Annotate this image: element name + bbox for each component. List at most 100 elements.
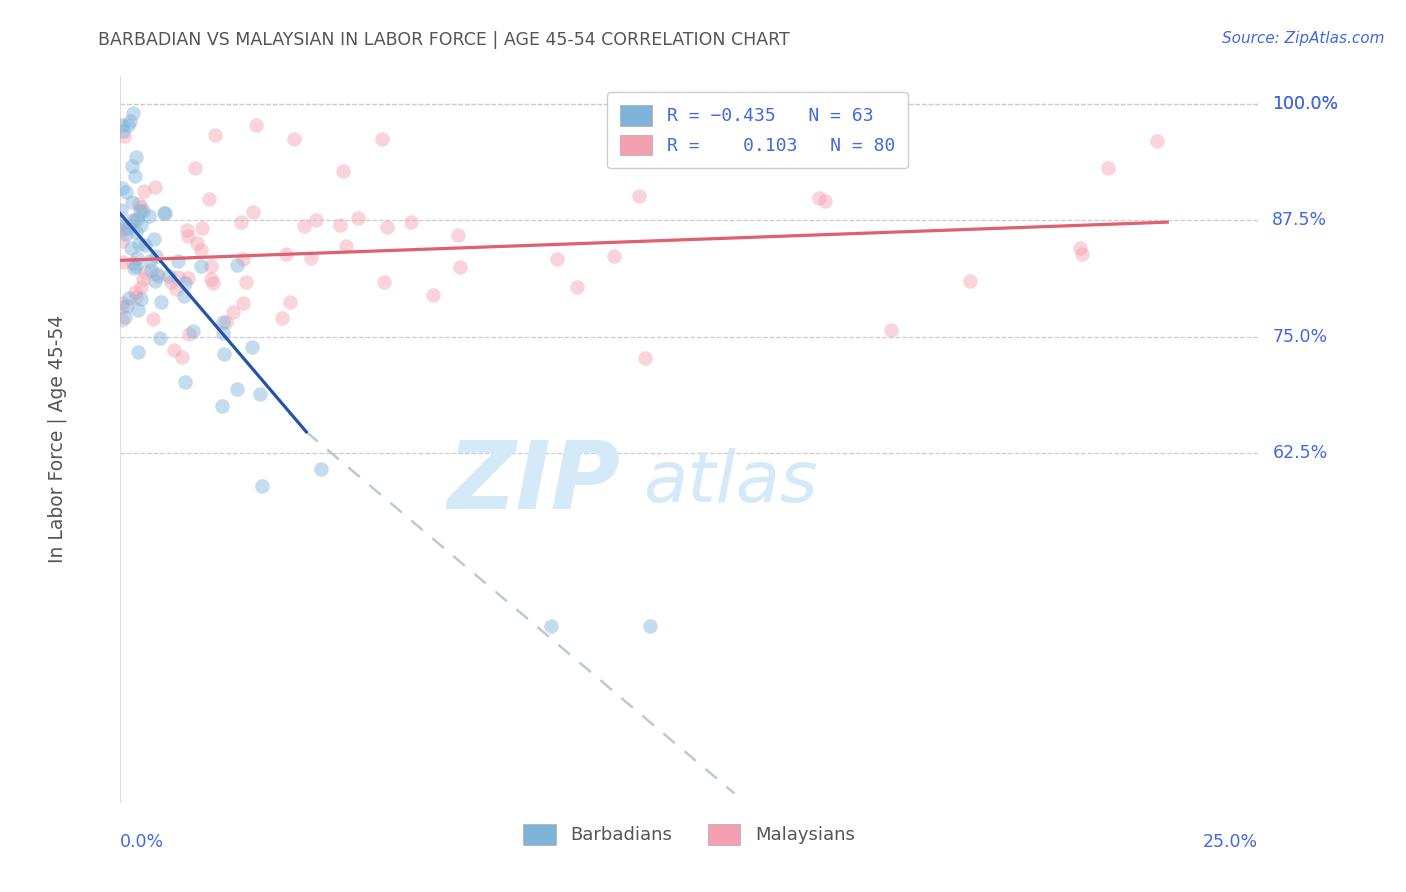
Point bbox=[221, 305, 243, 319]
Point bbox=[120, 241, 142, 255]
Point bbox=[225, 382, 247, 396]
Point bbox=[118, 291, 141, 305]
Point bbox=[198, 193, 221, 207]
Point bbox=[638, 618, 661, 632]
Point bbox=[127, 251, 149, 265]
Point bbox=[129, 201, 152, 215]
Point bbox=[129, 280, 152, 294]
Point bbox=[125, 290, 148, 304]
Point bbox=[111, 221, 134, 235]
Point bbox=[329, 218, 352, 232]
Point bbox=[292, 219, 315, 234]
Text: atlas: atlas bbox=[644, 449, 818, 517]
Point bbox=[122, 256, 145, 270]
Text: 87.5%: 87.5% bbox=[1272, 211, 1327, 229]
Point bbox=[139, 263, 162, 277]
Point bbox=[174, 277, 197, 291]
Point bbox=[240, 340, 263, 354]
Point bbox=[634, 351, 657, 365]
Point bbox=[880, 323, 903, 337]
Point bbox=[299, 252, 322, 266]
Point bbox=[546, 252, 568, 267]
Point bbox=[200, 272, 222, 286]
Text: Source: ZipAtlas.com: Source: ZipAtlas.com bbox=[1222, 31, 1385, 46]
Point bbox=[111, 234, 134, 248]
Point bbox=[129, 219, 152, 233]
Point bbox=[127, 302, 149, 317]
Point bbox=[128, 237, 150, 252]
Point bbox=[122, 260, 145, 275]
Point bbox=[157, 269, 180, 284]
Point bbox=[160, 275, 183, 289]
Point bbox=[125, 150, 148, 164]
Point bbox=[128, 197, 150, 211]
Point bbox=[373, 276, 395, 290]
Point bbox=[212, 326, 235, 340]
Point bbox=[114, 185, 136, 199]
Point bbox=[115, 227, 138, 241]
Point bbox=[132, 203, 155, 218]
Text: 100.0%: 100.0% bbox=[1272, 95, 1339, 112]
Point bbox=[124, 169, 146, 184]
Point bbox=[204, 128, 226, 142]
Point bbox=[627, 188, 650, 202]
Point bbox=[202, 276, 225, 290]
Point bbox=[305, 213, 328, 227]
Point bbox=[112, 124, 135, 138]
Point bbox=[121, 160, 143, 174]
Point bbox=[858, 145, 880, 159]
Point bbox=[375, 219, 398, 234]
Point bbox=[111, 313, 134, 327]
Point bbox=[167, 270, 190, 285]
Point bbox=[215, 315, 238, 329]
Point bbox=[155, 205, 177, 219]
Point bbox=[190, 259, 212, 273]
Point bbox=[959, 274, 981, 288]
Point bbox=[1069, 241, 1091, 255]
Point bbox=[1097, 161, 1119, 176]
Point bbox=[347, 211, 370, 225]
Point bbox=[110, 216, 132, 230]
Point bbox=[163, 343, 186, 357]
Point bbox=[229, 215, 252, 229]
Point bbox=[118, 114, 141, 128]
Point bbox=[129, 293, 152, 307]
Point bbox=[422, 288, 444, 302]
Point bbox=[111, 300, 134, 314]
Point bbox=[143, 232, 166, 246]
Point bbox=[112, 128, 135, 143]
Point bbox=[179, 327, 201, 342]
Point bbox=[148, 268, 170, 283]
Point bbox=[117, 118, 139, 132]
Text: 25.0%: 25.0% bbox=[1204, 833, 1258, 851]
Point bbox=[111, 181, 134, 195]
Point bbox=[232, 295, 254, 310]
Point bbox=[170, 351, 193, 365]
Point bbox=[250, 479, 273, 493]
Point bbox=[165, 282, 187, 296]
Point bbox=[211, 399, 233, 413]
Point bbox=[723, 146, 745, 161]
Point bbox=[565, 280, 588, 294]
Point bbox=[278, 295, 301, 310]
Point bbox=[146, 267, 169, 281]
Point bbox=[1070, 247, 1092, 261]
Point bbox=[186, 236, 208, 251]
Point bbox=[309, 462, 332, 476]
Point bbox=[117, 220, 139, 235]
Point bbox=[121, 106, 143, 120]
Point bbox=[271, 310, 294, 325]
Point bbox=[111, 222, 134, 236]
Point bbox=[274, 247, 297, 261]
Point bbox=[1146, 134, 1168, 148]
Point bbox=[132, 184, 155, 198]
Point bbox=[153, 206, 176, 220]
Point bbox=[125, 260, 148, 274]
Point bbox=[134, 265, 156, 279]
Point bbox=[332, 163, 354, 178]
Point bbox=[121, 212, 143, 227]
Point bbox=[173, 288, 195, 302]
Point bbox=[212, 347, 235, 361]
Point bbox=[114, 310, 136, 324]
Point bbox=[242, 205, 264, 219]
